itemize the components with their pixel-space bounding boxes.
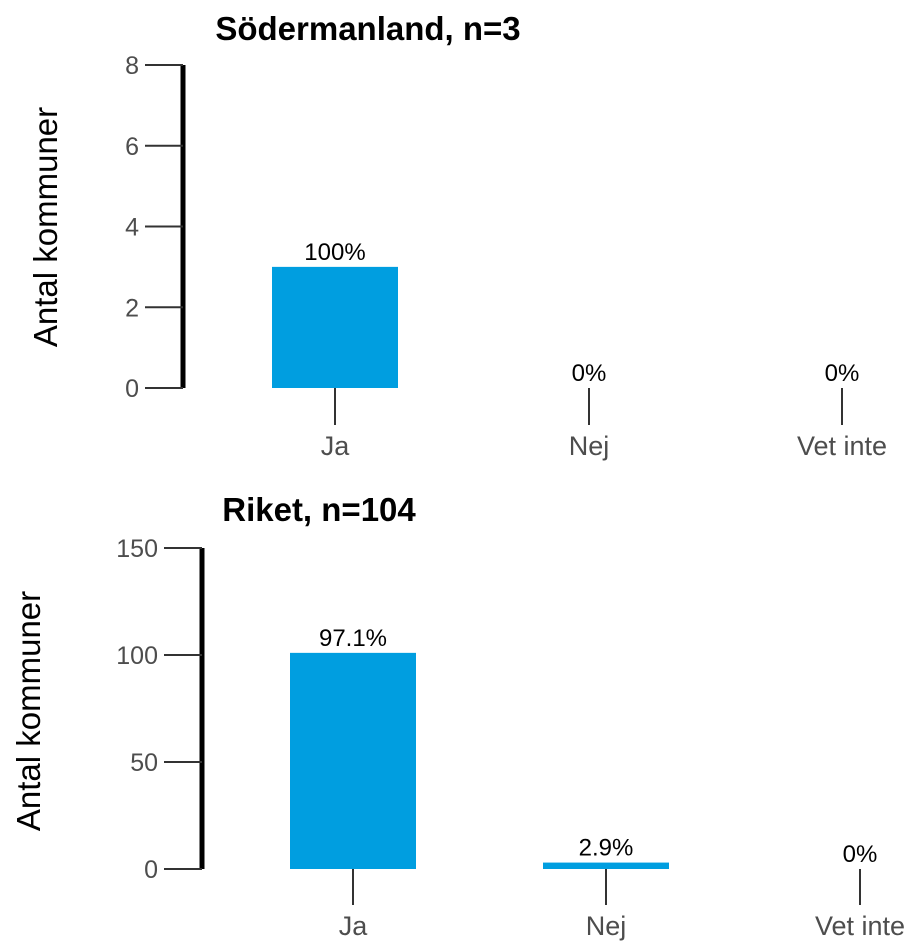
bar-ja: [290, 652, 416, 869]
bar-ja: [272, 266, 398, 388]
y-tick-label: 100: [116, 642, 158, 670]
y-ticks: 0 50 100 150: [116, 535, 202, 884]
x-tick-label: Nej: [569, 431, 610, 461]
data-labels: 100% 0% 0%: [304, 239, 859, 387]
x-ticks: Ja Nej Vet inte: [321, 388, 887, 461]
x-tick-label: Ja: [321, 431, 351, 461]
bars: [290, 652, 669, 869]
data-label: 97.1%: [319, 625, 387, 652]
y-tick-label: 150: [116, 535, 158, 563]
x-ticks: Ja Nej Vet inte: [339, 869, 905, 941]
y-tick-label: 0: [144, 856, 158, 884]
chart-title: Södermanland, n=3: [215, 10, 520, 47]
x-tick-label: Nej: [586, 911, 627, 941]
chart-title: Riket, n=104: [222, 491, 416, 528]
chart-panel-riket: Riket, n=104 Antal kommuner 0 50 100 150 97…: [10, 491, 905, 941]
chart-panel-sodermanland: Södermanland, n=3 Antal kommuner 0 2 4 6 8 1…: [27, 10, 887, 461]
data-label: 0%: [572, 360, 607, 387]
y-tick-label: 8: [125, 52, 139, 80]
bars: [272, 266, 398, 388]
y-tick-label: 50: [130, 749, 158, 777]
y-ticks: 0 2 4 6 8: [125, 52, 183, 403]
data-label: 2.9%: [579, 835, 634, 862]
bar-nej: [543, 862, 669, 869]
x-tick-label: Vet inte: [815, 911, 905, 941]
data-labels: 97.1% 2.9% 0%: [319, 625, 877, 868]
data-label: 0%: [825, 360, 860, 387]
y-tick-label: 2: [125, 294, 139, 322]
data-label: 100%: [304, 239, 365, 266]
y-tick-label: 4: [125, 214, 139, 242]
y-tick-label: 0: [125, 375, 139, 403]
x-tick-label: Vet inte: [797, 431, 887, 461]
data-label: 0%: [843, 841, 878, 868]
y-axis-label: Antal kommuner: [27, 107, 64, 347]
y-axis-label: Antal kommuner: [10, 591, 47, 831]
x-tick-label: Ja: [339, 911, 369, 941]
y-tick-label: 6: [125, 133, 139, 161]
